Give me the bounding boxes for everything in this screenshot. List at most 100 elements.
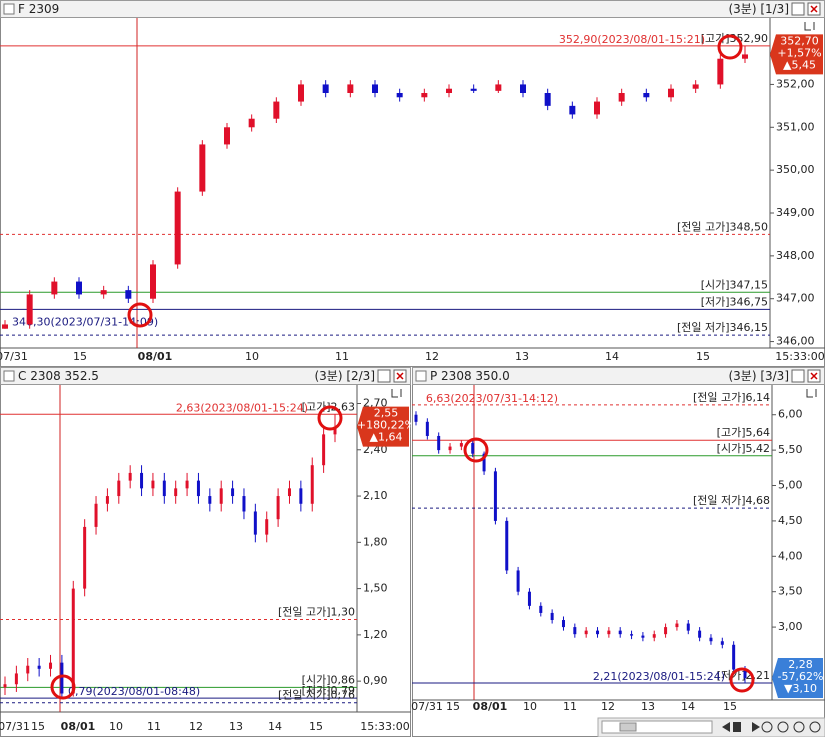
scroll-toolbar <box>597 717 825 737</box>
candle-body <box>630 634 634 636</box>
panel-header: (3분) [1/3] <box>728 2 789 16</box>
scroll-track[interactable] <box>601 720 713 734</box>
candle-body <box>446 88 452 93</box>
x-tick-label: 15:33:00 <box>775 350 824 363</box>
candle-body <box>471 443 475 454</box>
stop-button[interactable] <box>733 722 741 732</box>
candle-body <box>231 488 235 497</box>
zoom-fit[interactable] <box>809 721 821 733</box>
candle-body <box>174 191 181 265</box>
candle-body <box>544 93 551 106</box>
x-tick-label: 08/01 <box>473 700 508 713</box>
level-label: [저가]346,75 <box>701 295 768 308</box>
scroll-thumb[interactable] <box>619 722 637 732</box>
price-annotation: 346,30(2023/07/31-14:09) <box>12 316 158 329</box>
candle-body <box>2 324 8 329</box>
scroll-right[interactable] <box>752 722 760 732</box>
x-tick-label: 14 <box>681 700 695 713</box>
candle-body <box>287 488 291 497</box>
x-tick-label: 12 <box>601 700 615 713</box>
candle-body <box>14 673 18 685</box>
x-tick-label: 15 <box>31 720 45 733</box>
zoom-out[interactable] <box>777 721 789 733</box>
title-bar <box>0 0 825 18</box>
price-annotation: 6,63(2023/07/31-14:12) <box>426 392 558 405</box>
candle-body <box>692 84 699 89</box>
candle-body <box>208 496 212 504</box>
x-tick-label: 14 <box>268 720 282 733</box>
highlight-circle <box>729 667 755 693</box>
candle-body <box>584 630 588 635</box>
candle-body <box>686 623 690 631</box>
level-label: [전일 저가]346,15 <box>677 320 768 334</box>
restore-button[interactable] <box>791 2 805 16</box>
panel-checkbox[interactable] <box>3 370 15 382</box>
chart-panel: F 2309 (3분) [1/3] 352,00 351,00 350,00 349,00… <box>0 0 825 367</box>
candle-body <box>125 290 132 299</box>
x-tick-label: 11 <box>335 350 349 363</box>
zoom-reset[interactable] <box>793 721 805 733</box>
x-tick-label: 11 <box>147 720 161 733</box>
panel-header: (3분) [2/3] <box>314 369 375 383</box>
candle-body <box>219 488 223 504</box>
candle-body <box>742 54 748 59</box>
scroll-left[interactable] <box>722 722 730 732</box>
candle-body <box>675 623 679 628</box>
panel-checkbox[interactable] <box>3 3 15 15</box>
y-tick-label: 349,00 <box>776 206 815 219</box>
y-tick-label: 1,20 <box>363 628 388 641</box>
candle-body <box>720 641 724 645</box>
y-tick-label: 352,00 <box>776 77 815 90</box>
candle-body <box>516 570 520 592</box>
level-label: [고가]5,64 <box>717 426 770 439</box>
candle-body <box>310 465 314 504</box>
zoom-in[interactable] <box>761 721 773 733</box>
x-tick-label: 15 <box>73 350 87 363</box>
y-tick-label: 6,00 <box>778 408 803 421</box>
current-price-box <box>357 406 409 447</box>
x-tick-label: 13 <box>229 720 243 733</box>
price-annotation: 2,21(2023/08/01-15:24) <box>593 670 725 683</box>
y-tick-label: 0,90 <box>363 674 388 687</box>
candle-body <box>550 612 554 621</box>
candle-body <box>3 684 7 688</box>
x-tick-label: 15 <box>696 350 710 363</box>
restore-button[interactable] <box>791 369 805 383</box>
candle-body <box>298 84 304 102</box>
candle-body <box>151 480 155 489</box>
x-tick-label: 10 <box>245 350 259 363</box>
candle-body <box>162 480 166 497</box>
candle-body <box>527 591 531 606</box>
level-label: [시가]347,15 <box>701 278 768 291</box>
current-price-text: ▲5,45 <box>783 58 816 71</box>
x-tick-label: 12 <box>425 350 439 363</box>
level-label: [전일 고가]348,50 <box>677 219 768 233</box>
x-tick-label: 13 <box>641 700 655 713</box>
candle-body <box>94 503 98 527</box>
x-tick-label: 10 <box>523 700 537 713</box>
candle-body <box>242 496 246 512</box>
y-tick-label: 4,00 <box>778 549 803 562</box>
candle-body <box>448 446 452 451</box>
close-icon <box>810 372 818 380</box>
panel-title: P 2308 350.0 <box>430 369 510 383</box>
level-label: [시가]5,42 <box>717 442 770 455</box>
x-tick-label: 07/31 <box>0 720 30 733</box>
current-price-box <box>770 34 823 75</box>
candle-body <box>26 294 33 325</box>
title-bar <box>0 367 411 385</box>
candle-body <box>573 627 577 635</box>
restore-button[interactable] <box>377 369 391 383</box>
candle-body <box>276 496 280 520</box>
y-tick-label: 5,00 <box>778 479 803 492</box>
candle-body <box>140 472 144 489</box>
y-tick-label: 1,50 <box>363 582 388 595</box>
candle-body <box>265 519 269 535</box>
candle-body <box>196 480 200 497</box>
candle-body <box>322 84 329 93</box>
current-price-text: ▼3,10 <box>784 682 817 695</box>
candle-body <box>493 471 497 521</box>
candle-body <box>668 88 674 98</box>
panel-checkbox[interactable] <box>415 370 427 382</box>
